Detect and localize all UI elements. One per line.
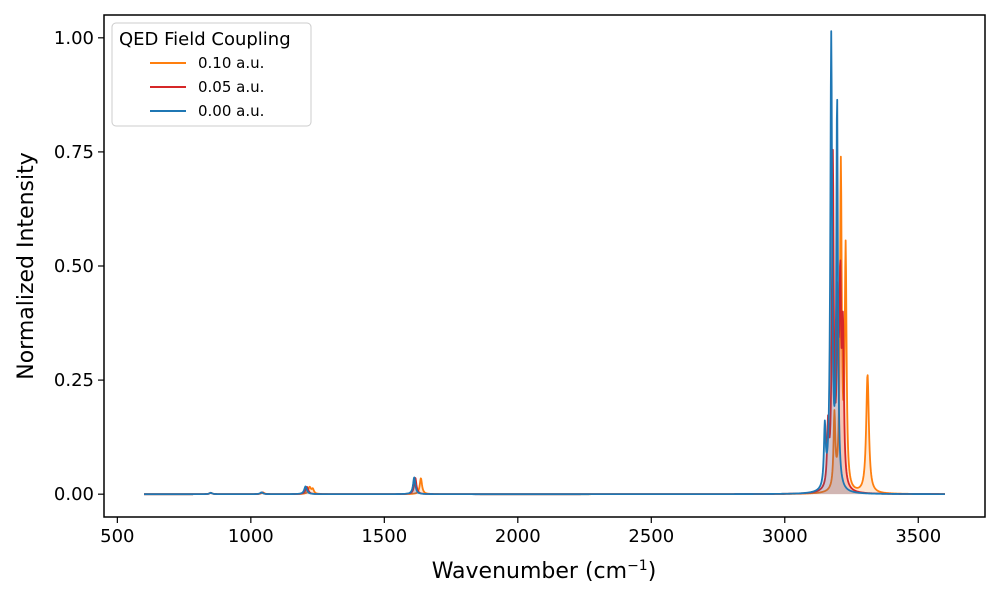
x-tick-label: 2000	[495, 526, 541, 547]
y-tick-label: 0.00	[54, 484, 94, 505]
x-axis: 500 1000 1500 2000 2500 3000 3500	[100, 517, 941, 547]
y-axis: 0.00 0.25 0.50 0.75 1.00	[54, 28, 104, 505]
y-tick-label: 0.25	[54, 370, 94, 391]
x-tick-label: 2500	[628, 526, 674, 547]
y-tick-label: 1.00	[54, 28, 94, 49]
x-tick-label: 1500	[361, 526, 407, 547]
legend-box	[111, 22, 312, 127]
x-tick-label: 3000	[762, 526, 808, 547]
series-line-2	[143, 30, 946, 496]
x-tick-label: 1000	[228, 526, 274, 547]
x-tick-label: 500	[100, 526, 134, 547]
legend-label: 0.05 a.u.	[198, 78, 264, 96]
x-axis-title: Wavenumber (cm−1)	[432, 558, 657, 584]
y-axis-title: Normalized Intensity	[14, 152, 39, 380]
legend: QED Field Coupling 0.10 a.u. 0.05 a.u. 0.0…	[111, 22, 312, 127]
series-layer	[143, 30, 946, 496]
x-axis-title-superscript: −1	[627, 558, 648, 574]
legend-label: 0.00 a.u.	[198, 102, 264, 120]
y-tick-label: 0.75	[54, 142, 94, 163]
legend-label: 0.10 a.u.	[198, 54, 264, 72]
y-tick-label: 0.50	[54, 256, 94, 277]
x-tick-label: 3500	[895, 526, 941, 547]
legend-title: QED Field Coupling	[119, 29, 291, 50]
